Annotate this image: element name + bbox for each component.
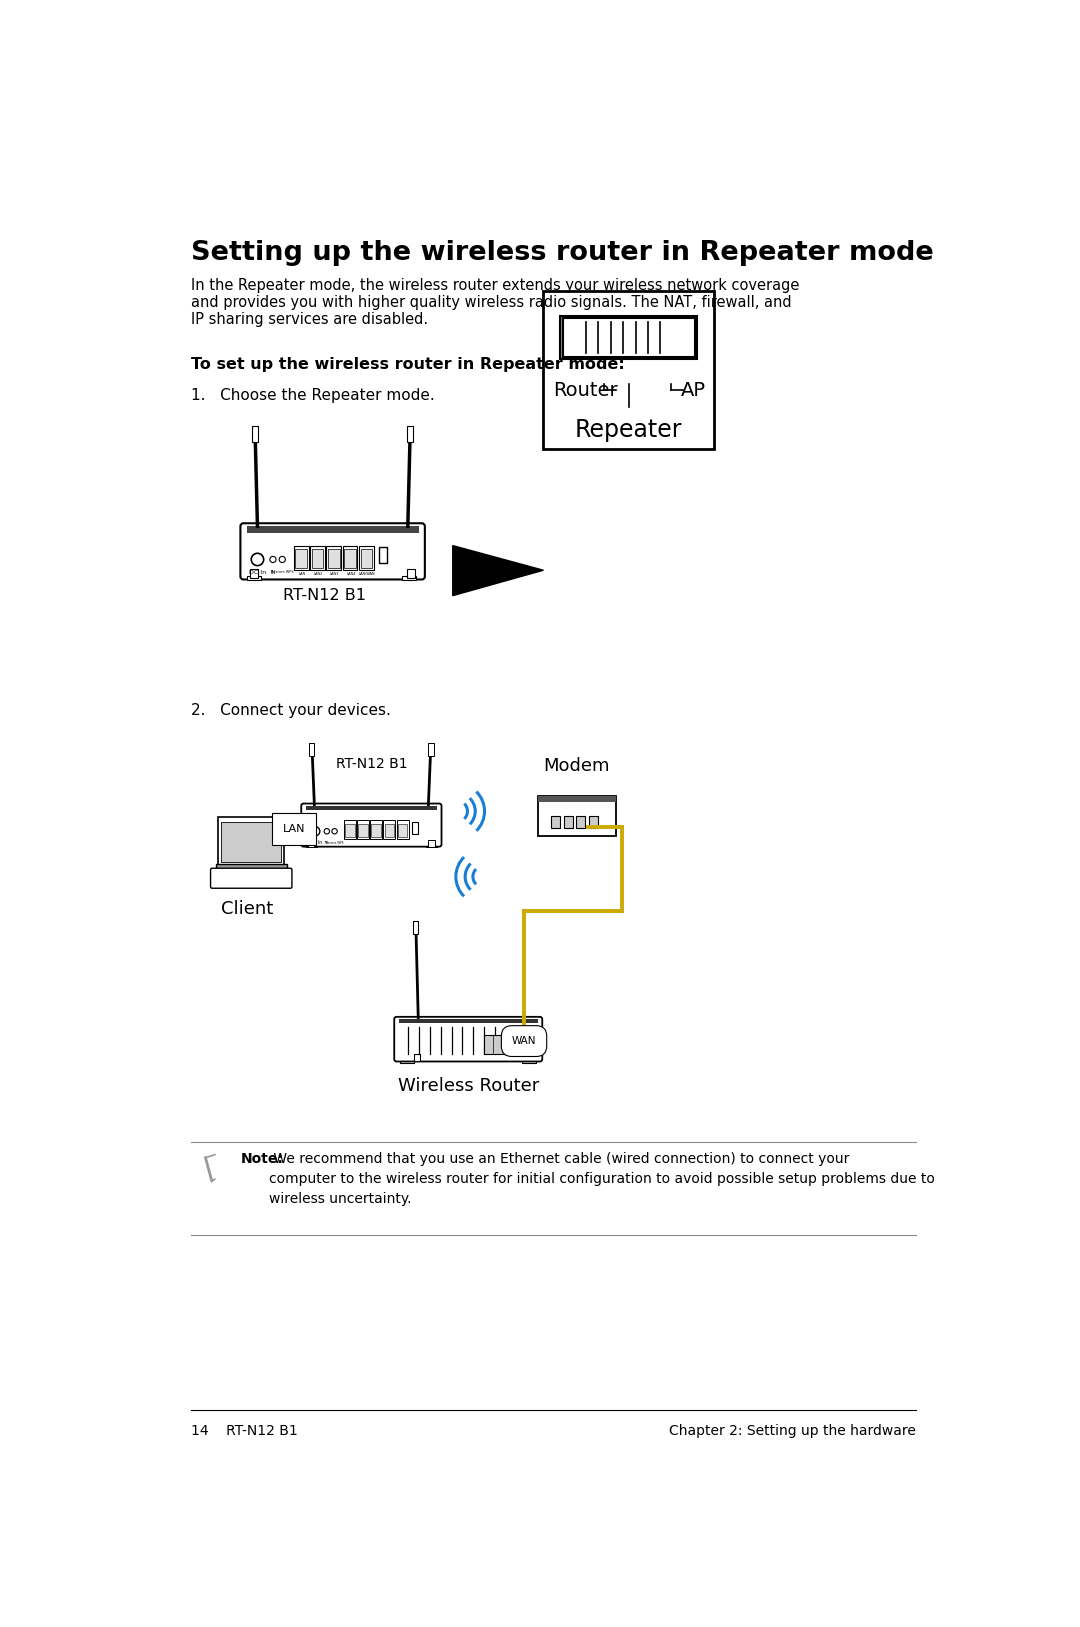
Bar <box>247 576 261 581</box>
Bar <box>370 820 382 840</box>
Bar <box>551 815 561 828</box>
Bar <box>413 921 418 934</box>
Text: Restore WPS: Restore WPS <box>271 569 294 574</box>
Text: IN: IN <box>270 569 275 576</box>
Bar <box>218 817 284 866</box>
Bar <box>309 744 314 757</box>
Bar <box>221 822 281 862</box>
Text: Client: Client <box>221 900 273 918</box>
Bar <box>396 820 408 840</box>
Text: LAN: LAN <box>298 571 306 576</box>
Bar <box>326 545 341 569</box>
Circle shape <box>252 553 264 566</box>
Bar <box>576 815 585 828</box>
Bar <box>343 820 356 840</box>
Bar <box>251 569 258 578</box>
Bar <box>543 291 714 449</box>
Bar <box>426 843 437 848</box>
Bar <box>308 840 314 846</box>
Text: Wireless Router: Wireless Router <box>397 1077 539 1095</box>
Bar <box>306 843 316 848</box>
Bar <box>310 545 325 569</box>
Circle shape <box>324 828 329 835</box>
Bar <box>563 319 694 356</box>
Text: Repeater: Repeater <box>575 418 683 443</box>
Text: IN: IN <box>325 841 328 844</box>
Circle shape <box>279 556 285 563</box>
FancyBboxPatch shape <box>211 869 292 888</box>
Bar <box>294 545 309 569</box>
Text: LAN4: LAN4 <box>347 571 355 576</box>
Text: AP: AP <box>681 381 706 400</box>
Circle shape <box>332 828 337 835</box>
Text: RT-N12 B1: RT-N12 B1 <box>336 757 407 771</box>
Text: ADSL: ADSL <box>568 802 585 809</box>
Polygon shape <box>453 545 543 595</box>
Bar <box>328 550 339 568</box>
Text: 14    RT-N12 B1: 14 RT-N12 B1 <box>191 1424 298 1438</box>
Bar <box>407 569 415 578</box>
Bar <box>357 820 369 840</box>
Text: LAN3: LAN3 <box>329 571 339 576</box>
Bar <box>296 550 307 568</box>
Bar <box>561 316 697 360</box>
Text: and provides you with higher quality wireless radio signals. The NAT, firewall, : and provides you with higher quality wir… <box>191 296 792 311</box>
Bar <box>383 820 395 840</box>
Bar <box>246 527 419 532</box>
Text: RT-N12 B1: RT-N12 B1 <box>283 587 366 604</box>
Bar <box>379 547 387 563</box>
Text: Router: Router <box>553 381 618 400</box>
Bar <box>342 545 357 569</box>
Text: 2.   Connect your devices.: 2. Connect your devices. <box>191 703 391 719</box>
Bar <box>345 550 356 568</box>
FancyBboxPatch shape <box>394 1017 542 1061</box>
Text: LAN2: LAN2 <box>313 571 323 576</box>
Text: We recommend that you use an Ethernet cable (wired connection) to connect your
c: We recommend that you use an Ethernet ca… <box>269 1152 935 1206</box>
Bar <box>384 825 394 836</box>
Text: DC In: DC In <box>309 841 322 846</box>
Text: In the Repeater mode, the wireless router extends your wireless network coverage: In the Repeater mode, the wireless route… <box>191 278 799 293</box>
Text: LAN/WAN: LAN/WAN <box>359 571 376 576</box>
Text: 1.   Choose the Repeater mode.: 1. Choose the Repeater mode. <box>191 387 434 403</box>
Bar <box>429 744 434 757</box>
Bar <box>359 545 374 569</box>
Text: LAN: LAN <box>283 825 306 835</box>
Text: To set up the wireless router in Repeater mode:: To set up the wireless router in Repeate… <box>191 356 624 373</box>
Circle shape <box>311 827 320 836</box>
Bar <box>414 1054 420 1061</box>
Bar <box>345 825 354 836</box>
Bar <box>413 822 418 833</box>
FancyBboxPatch shape <box>301 804 442 846</box>
Text: IP sharing services are disabled.: IP sharing services are disabled. <box>191 312 428 327</box>
Bar <box>359 825 368 836</box>
Text: DC In: DC In <box>248 569 266 576</box>
Text: Note:: Note: <box>241 1152 284 1165</box>
Bar <box>397 825 407 836</box>
Bar <box>372 825 381 836</box>
Bar <box>429 840 434 846</box>
Bar <box>399 1019 538 1023</box>
Bar <box>403 576 416 581</box>
Bar <box>484 1035 523 1054</box>
Bar <box>306 805 437 810</box>
Text: Chapter 2: Setting up the hardware: Chapter 2: Setting up the hardware <box>670 1424 916 1438</box>
Bar <box>401 1059 415 1062</box>
Bar <box>216 864 286 872</box>
Bar <box>361 550 373 568</box>
Text: WAN: WAN <box>512 1036 537 1046</box>
Bar <box>538 796 616 802</box>
Bar <box>590 815 598 828</box>
Circle shape <box>270 556 276 563</box>
Text: Setting up the wireless router in Repeater mode: Setting up the wireless router in Repeat… <box>191 239 933 265</box>
Bar <box>538 796 616 836</box>
Bar <box>522 1059 536 1062</box>
Text: Modem: Modem <box>543 757 610 776</box>
Text: Restore WPS: Restore WPS <box>326 841 343 844</box>
FancyBboxPatch shape <box>241 524 424 579</box>
Bar <box>252 426 258 441</box>
Bar <box>564 815 572 828</box>
Bar <box>407 426 414 441</box>
Bar <box>312 550 323 568</box>
